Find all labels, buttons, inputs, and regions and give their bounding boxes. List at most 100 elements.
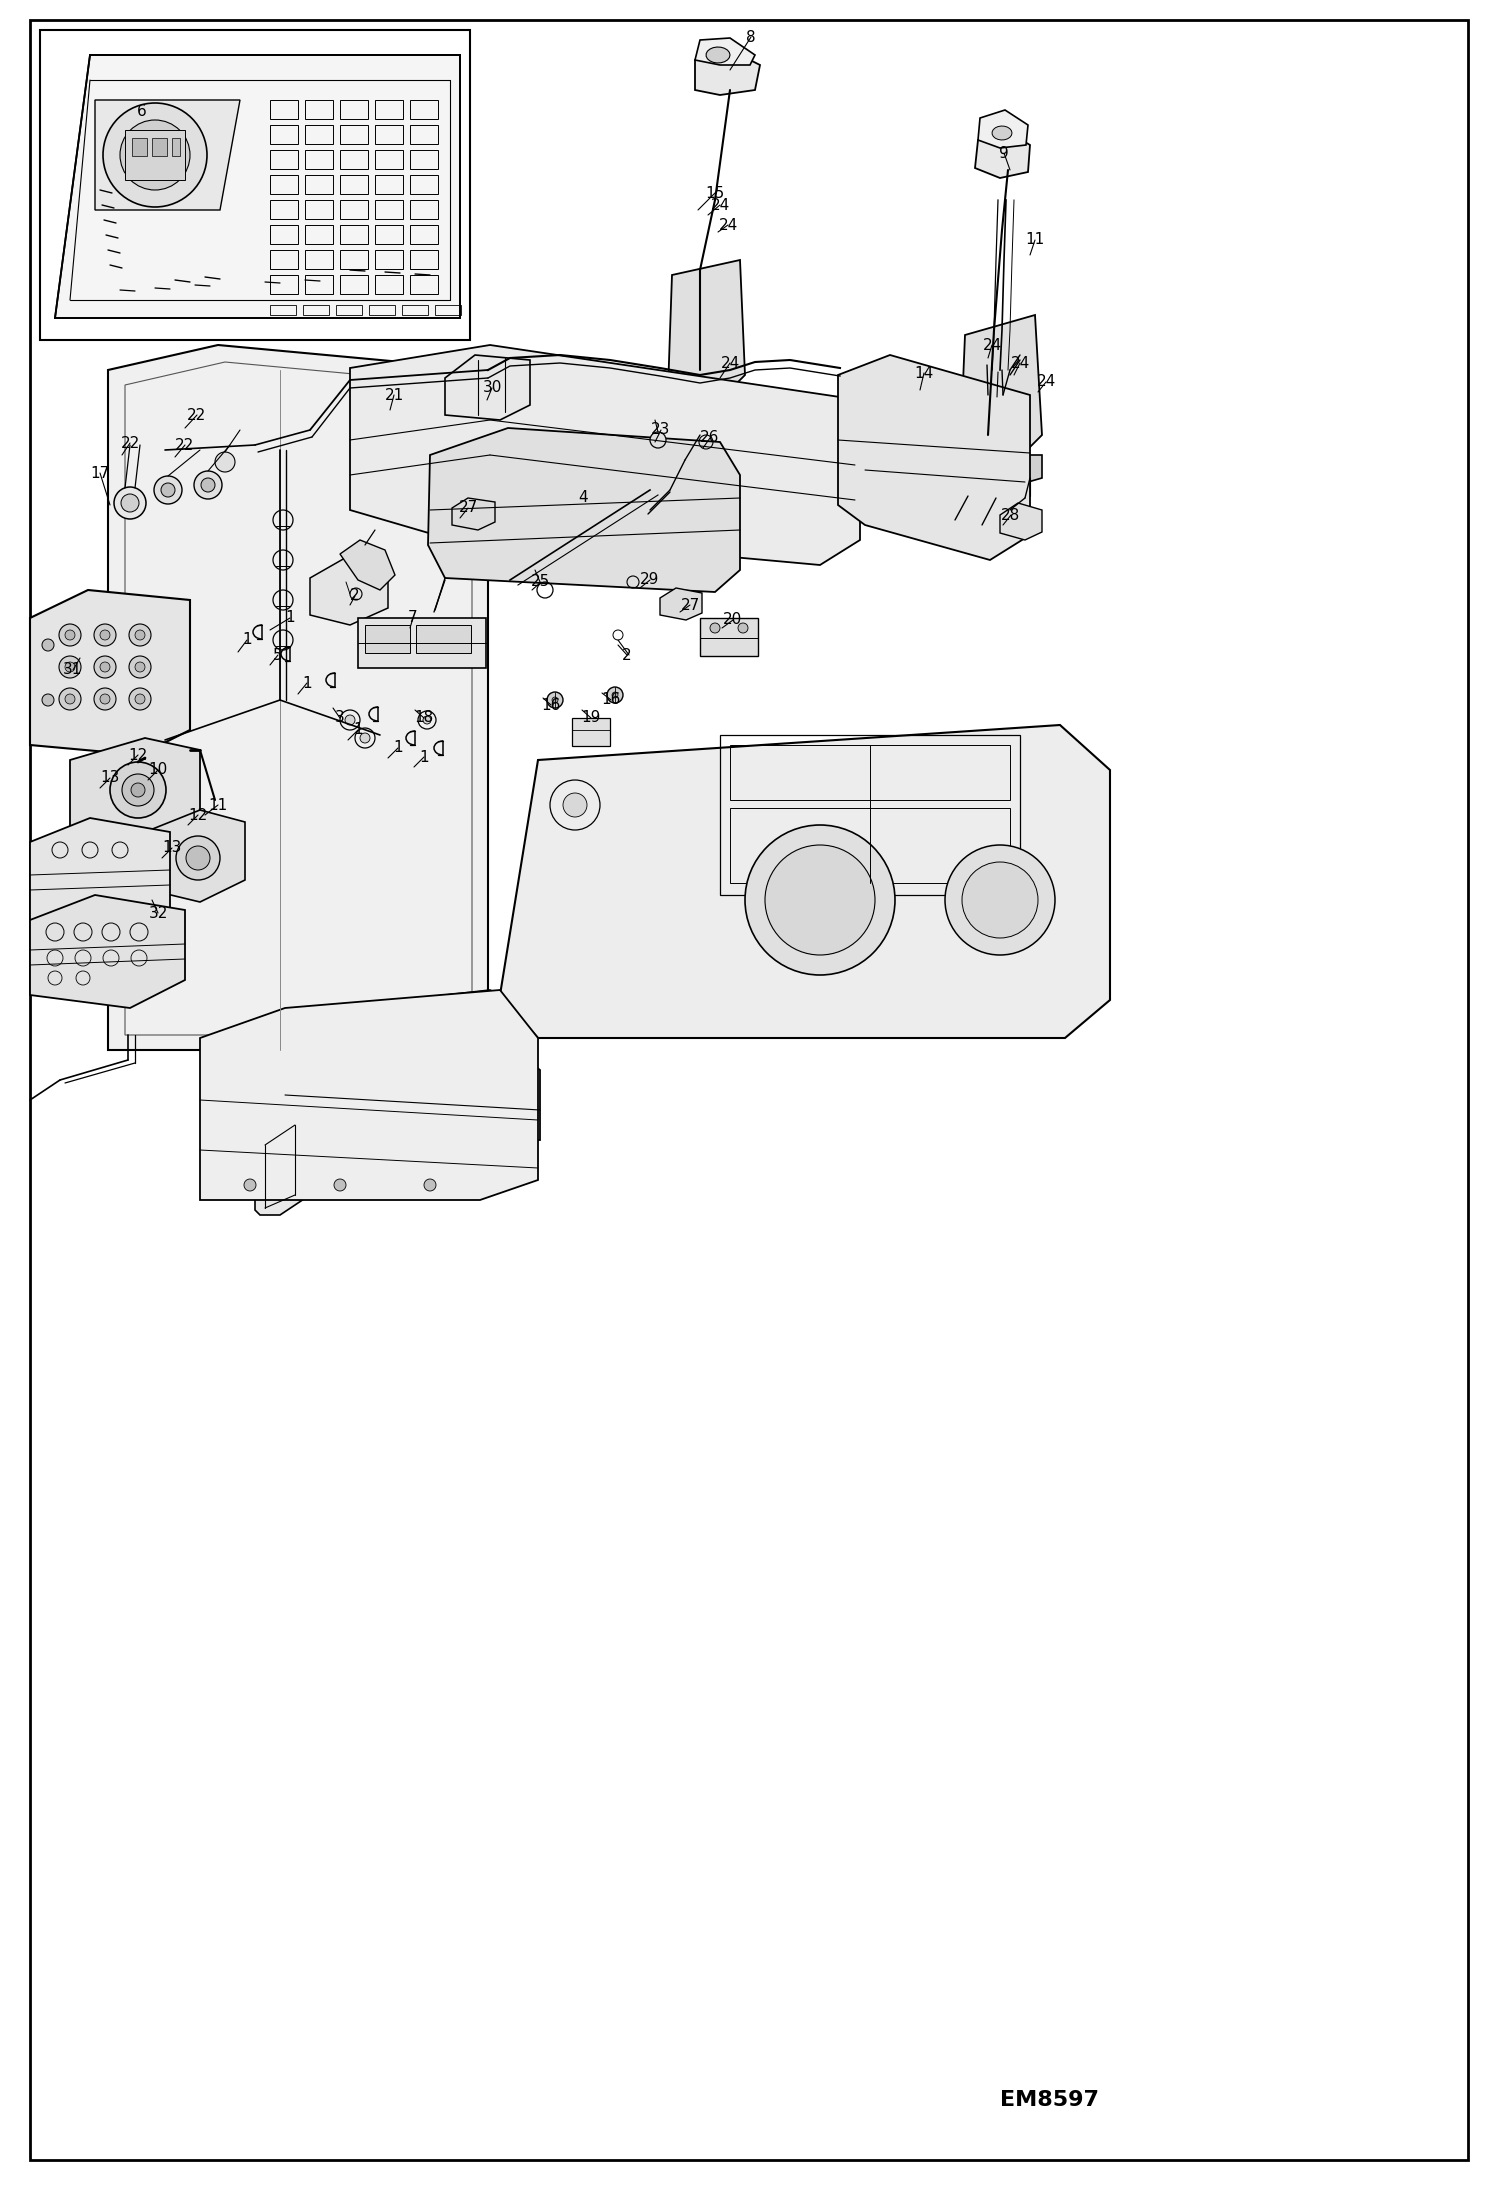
Circle shape <box>345 715 355 726</box>
Bar <box>270 305 297 316</box>
Bar <box>676 414 706 434</box>
Bar <box>374 200 403 219</box>
Circle shape <box>64 629 75 640</box>
Bar <box>132 138 147 156</box>
Text: 12: 12 <box>129 748 148 763</box>
Bar <box>700 618 758 656</box>
Bar <box>358 618 485 669</box>
Circle shape <box>334 1180 346 1191</box>
Circle shape <box>135 662 145 671</box>
Circle shape <box>186 846 210 871</box>
Bar <box>306 274 333 294</box>
Text: 22: 22 <box>187 408 207 423</box>
Polygon shape <box>55 55 460 318</box>
Polygon shape <box>668 390 745 425</box>
Polygon shape <box>706 46 730 64</box>
Text: 31: 31 <box>63 662 82 678</box>
Text: 22: 22 <box>175 436 195 452</box>
Text: 13: 13 <box>100 770 120 785</box>
Circle shape <box>130 783 145 796</box>
Text: 1: 1 <box>285 610 295 625</box>
Bar <box>730 746 1010 800</box>
Bar <box>968 478 996 496</box>
Text: 1: 1 <box>419 750 428 765</box>
Circle shape <box>613 693 619 697</box>
Text: EM8597: EM8597 <box>1001 2090 1100 2110</box>
Text: 1: 1 <box>243 632 252 647</box>
Bar <box>730 807 1010 884</box>
Text: 19: 19 <box>581 711 601 726</box>
Bar <box>366 625 410 654</box>
Text: 3: 3 <box>336 711 345 726</box>
Polygon shape <box>1001 502 1043 539</box>
Bar <box>340 101 369 118</box>
Text: 29: 29 <box>640 572 659 588</box>
Polygon shape <box>201 989 538 1200</box>
Polygon shape <box>978 110 1028 147</box>
Polygon shape <box>695 37 755 66</box>
Circle shape <box>154 476 181 504</box>
Bar <box>270 226 298 243</box>
Bar <box>270 274 298 294</box>
Text: 12: 12 <box>189 807 208 822</box>
Circle shape <box>710 623 721 634</box>
Circle shape <box>100 662 109 671</box>
Circle shape <box>129 625 151 647</box>
Bar <box>340 250 369 270</box>
Text: 11: 11 <box>208 798 228 811</box>
Circle shape <box>58 656 81 678</box>
Text: 24: 24 <box>983 338 1002 353</box>
Circle shape <box>129 656 151 678</box>
Bar <box>336 305 363 316</box>
Bar <box>410 175 437 193</box>
Polygon shape <box>992 125 1013 140</box>
Text: 24: 24 <box>719 217 737 232</box>
Polygon shape <box>500 726 1110 1037</box>
Polygon shape <box>108 344 488 1050</box>
Text: 5: 5 <box>273 647 283 662</box>
Circle shape <box>175 836 220 879</box>
Circle shape <box>121 493 139 511</box>
Circle shape <box>765 844 875 954</box>
Circle shape <box>547 693 563 708</box>
Circle shape <box>551 697 557 704</box>
Circle shape <box>962 862 1038 939</box>
Polygon shape <box>30 895 184 1009</box>
Polygon shape <box>837 355 1031 559</box>
Text: 16: 16 <box>601 693 620 708</box>
Bar <box>306 149 333 169</box>
Bar <box>721 735 1020 895</box>
Circle shape <box>739 623 748 634</box>
Text: 24: 24 <box>710 197 730 213</box>
Text: 8: 8 <box>746 29 756 44</box>
Bar <box>572 717 610 746</box>
Bar <box>306 226 333 243</box>
Polygon shape <box>960 454 1043 489</box>
Circle shape <box>58 689 81 711</box>
Text: 9: 9 <box>999 145 1008 160</box>
Polygon shape <box>340 539 395 590</box>
Bar <box>374 101 403 118</box>
Circle shape <box>244 1180 256 1191</box>
Polygon shape <box>30 818 169 934</box>
Bar <box>410 200 437 219</box>
Text: 7: 7 <box>407 610 418 625</box>
Polygon shape <box>452 498 494 531</box>
Bar <box>151 138 166 156</box>
Bar <box>369 305 395 316</box>
Text: 24: 24 <box>1010 355 1029 371</box>
Circle shape <box>58 625 81 647</box>
Bar <box>303 305 330 316</box>
Bar <box>410 101 437 118</box>
Circle shape <box>745 825 894 976</box>
Circle shape <box>114 487 145 520</box>
Text: 26: 26 <box>700 430 719 445</box>
Bar <box>1002 478 1031 496</box>
Bar <box>306 101 333 118</box>
Bar <box>401 305 428 316</box>
Bar <box>410 125 437 145</box>
Bar <box>434 305 461 316</box>
Bar <box>340 200 369 219</box>
Polygon shape <box>695 50 759 94</box>
Text: 32: 32 <box>148 906 168 921</box>
